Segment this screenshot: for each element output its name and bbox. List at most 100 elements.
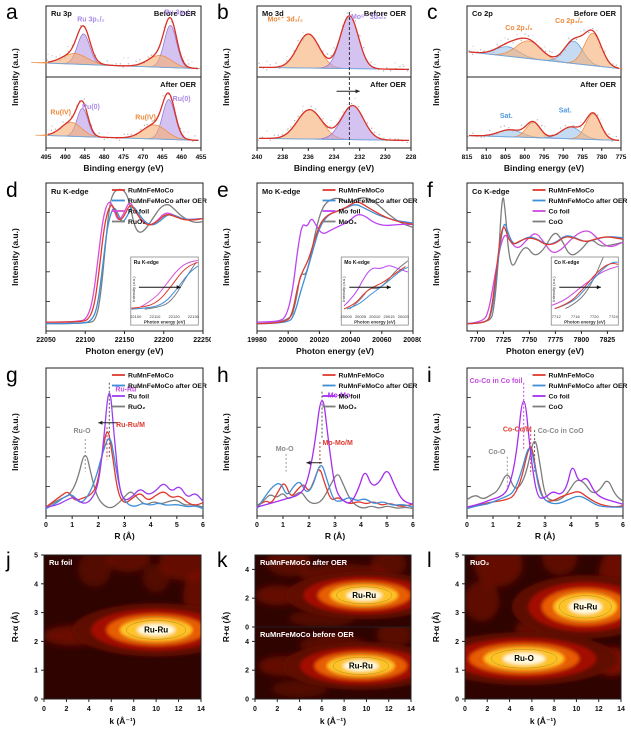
y-tick-label: 0 (455, 697, 459, 704)
xps-noise-dot (266, 60, 268, 62)
panel-k-plot: Ru-Ru RuMnFeMoCo after OER 0 2 4 Ru-Ru RuMnFeM… (211, 548, 421, 733)
panel-letter-f: f (427, 179, 433, 202)
series-RuO2 (45, 188, 204, 325)
series-RuMnFeMoCo (45, 204, 204, 323)
y-tick-label: 2 (34, 639, 38, 646)
hotspot-layer (346, 589, 383, 601)
inset-x-tick: 22120 (169, 314, 181, 319)
panel-k-chart: Ru-Ru RuMnFeMoCo after OER 0 2 4 Ru-Ru RuMnFeM… (221, 554, 415, 726)
glow (77, 555, 112, 587)
x-tick-label: 7825 (600, 337, 616, 344)
xps-noise-dot (402, 63, 404, 66)
panel-letter-h: h (217, 364, 229, 387)
xps-noise-dot (544, 46, 546, 48)
xps-noise-dot (68, 122, 70, 124)
xps-noise-dot (402, 65, 405, 68)
xps-noise-dot (269, 139, 271, 141)
inset-y-label: Intensity (a.u.) (341, 276, 346, 302)
series-Mo-foil (256, 214, 413, 323)
xps-noise-dot (580, 127, 582, 129)
condition-label: Before OER (154, 9, 197, 18)
x-tick-label: 20040 (341, 337, 361, 344)
x-tick-label: 22100 (76, 337, 96, 344)
xps-noise-dot (536, 119, 539, 121)
xps-noise-dot (611, 140, 613, 142)
x-tick-label: 236 (303, 154, 314, 161)
edge-label: Mo K-edge (262, 187, 300, 196)
xps-noise-dot (326, 53, 329, 55)
wavelet-title: Ru foil (49, 558, 72, 567)
x-tick-label: 240 (252, 154, 263, 161)
xps-noise-dot (592, 27, 594, 30)
y-tick-label: 3 (34, 610, 38, 617)
xps-envelope (258, 104, 409, 142)
xps-noise-dot (282, 66, 284, 69)
xps-noise-dot (472, 45, 474, 47)
x-tick-label: 805 (500, 154, 511, 161)
xps-noise-dot (59, 59, 61, 61)
xps-noise-dot (342, 111, 344, 113)
series-Ru-foil (45, 392, 204, 508)
xps-noise-dot (285, 59, 288, 62)
x-tick-label: 20060 (372, 337, 392, 344)
peak-annotation: Co-Co in Co foil (470, 378, 523, 385)
series-RuMnFeMoCo (256, 469, 414, 508)
legend-label: Mo foil (339, 394, 361, 401)
xps-noise-dot (143, 124, 146, 127)
peak-annotation: Co 2p₃/₂ (555, 18, 583, 25)
xps-noise-dot (334, 127, 337, 130)
xps-noise-dot (258, 62, 260, 64)
xps-noise-dot (382, 70, 385, 72)
inset-series (131, 262, 198, 309)
xps-noise-dot (488, 129, 491, 132)
xps-noise-dot (399, 65, 401, 68)
y-tick-label: 2 (455, 639, 459, 646)
glow (266, 555, 311, 577)
x-tick-label: 2 (485, 706, 489, 713)
panel-b-chart: 240 238 236 234 232 230 228 Binding energy (eV)… (221, 5, 417, 173)
x-tick-label: 7800 (574, 337, 590, 344)
xps-noise-dot (273, 134, 276, 136)
peak-annotation: Ru 3p₁/₂ (77, 17, 104, 24)
xps-noise-dot (151, 120, 153, 122)
legend-label: RuMnFeMoCo (128, 188, 174, 195)
xps-noise-dot (103, 138, 106, 141)
inset-x-tick: 20010 (369, 314, 381, 319)
peak-annotation: Ru 3p₃/₂ (164, 10, 192, 17)
xps-noise-dot (592, 113, 595, 115)
peak-annotation: Ru-Ru (115, 387, 136, 394)
inset-series (349, 260, 408, 310)
xps-noise-dot (389, 137, 391, 140)
xps-noise-dot (600, 118, 602, 120)
xps-noise-dot (516, 33, 518, 36)
x-tick-label: 455 (196, 154, 207, 161)
y-tick-label: 3 (455, 610, 459, 617)
series-Co-foil (466, 400, 624, 508)
edge-label: Co K-edge (472, 187, 510, 196)
edge-label: Ru K-edge (51, 187, 89, 196)
glow (142, 563, 170, 593)
panel-g-chart: 0 1 2 3 4 5 6 R (Å) Intensity (a.u.) Ru-O Ru-Ru Ru-… (10, 367, 207, 541)
x-axis-label: k (Å⁻¹) (320, 716, 346, 726)
wavelet-title: RuO₂ (470, 558, 489, 567)
xps-noise-dot (178, 54, 181, 56)
x-tick-label: 495 (41, 154, 52, 161)
xps-noise-dot (301, 110, 304, 112)
inset-series (551, 265, 618, 306)
peak-annotation: Co-O (488, 449, 506, 456)
plot-frame (43, 554, 202, 700)
xps-baseline (468, 51, 620, 70)
inset-title: Ru K-edge (134, 260, 159, 266)
y-tick-label: 2 (245, 668, 249, 675)
xps-noise-dot (338, 118, 340, 120)
xps-noise-dot (483, 50, 485, 52)
xps-noise-dot (275, 62, 277, 64)
y-axis-label: Intensity (a.u.) (10, 413, 20, 471)
peak-annotation: Sat. (559, 108, 572, 115)
panel-letter-d: d (6, 179, 18, 202)
inset-series (140, 259, 198, 308)
xps-noise-dot (362, 46, 365, 49)
xps-noise-dot (192, 140, 194, 143)
xps-noise-dot (358, 106, 360, 108)
heatmap-hotspots (72, 603, 201, 657)
